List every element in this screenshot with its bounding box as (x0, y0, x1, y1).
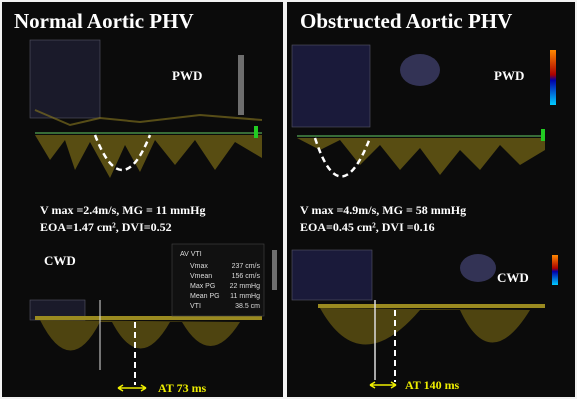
figure: Normal Aortic PHV PWD V max =2.4m/s, MG … (0, 0, 577, 399)
cwd-waveform (40, 320, 240, 351)
settings-box (30, 40, 100, 118)
result-line: EOA=1.47 cm², DVI=0.52 (40, 220, 172, 234)
gray-scale-bar (272, 250, 277, 290)
measurement-header: AV VTI (180, 251, 202, 258)
mode-label: CWD (44, 253, 76, 268)
mode-label: PWD (494, 68, 524, 83)
marker (541, 129, 545, 141)
measurement-value: 156 cm/s (232, 273, 261, 280)
marker (254, 126, 258, 138)
at-label: AT 73 ms (158, 381, 207, 395)
mode-label: PWD (172, 68, 202, 83)
result-line: V max =2.4m/s, MG = 11 mmHg (40, 203, 205, 217)
settings-box (292, 45, 370, 127)
measurement-value: 22 mmHg (230, 283, 260, 290)
measurement-name: Mean PG (190, 293, 220, 300)
result-line: EOA=0.45 cm², DVI =0.16 (300, 220, 435, 234)
settings-box (292, 250, 372, 300)
panel-title: Normal Aortic PHV (14, 9, 194, 33)
measurement-name: Vmean (190, 273, 212, 280)
color-bar (550, 50, 556, 105)
color-bar (552, 255, 558, 285)
color-doppler (400, 54, 440, 86)
mode-label: CWD (497, 270, 529, 285)
measurement-value: 38.5 cm (235, 303, 260, 310)
measurement-name: Vmax (190, 263, 208, 270)
at-label: AT 140 ms (405, 378, 460, 392)
panel-title: Obstructed Aortic PHV (300, 9, 512, 33)
measurement-value: 237 cm/s (232, 263, 261, 270)
measurement-name: VTI (190, 303, 201, 310)
measurement-box: AV VTI Vmax 237 cm/s Vmean 156 cm/s Max PG 22 … (172, 244, 264, 316)
measurement-name: Max PG (190, 283, 215, 290)
gray-scale-bar (238, 55, 244, 115)
color-doppler (460, 254, 496, 282)
measurement-value: 11 mmHg (230, 293, 260, 300)
result-line: V max =4.9m/s, MG = 58 mmHg (300, 203, 466, 217)
